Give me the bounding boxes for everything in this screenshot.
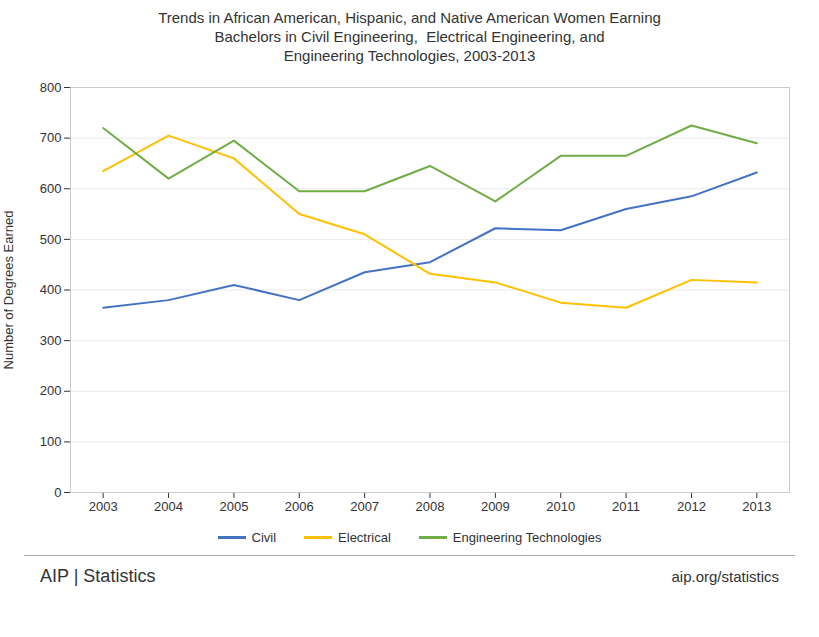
svg-text:400: 400 <box>40 282 62 297</box>
svg-text:500: 500 <box>40 232 62 247</box>
svg-text:2013: 2013 <box>742 499 771 514</box>
svg-text:2009: 2009 <box>481 499 510 514</box>
html-text:Trends in African American, Hi: Trends in African American, Hispanic, an… <box>158 9 661 64</box>
svg-text:2007: 2007 <box>350 499 379 514</box>
svg-text:600: 600 <box>40 181 62 196</box>
html-text:Engineering Technologies: Engineering Technologies <box>452 530 602 545</box>
svg-text:Number of Degrees Earned: Number of Degrees Earned <box>1 211 16 370</box>
html-text:AIP | Statistics: AIP | Statistics <box>40 566 156 586</box>
svg-text:800: 800 <box>40 80 62 95</box>
html-text:Electrical: Electrical <box>338 530 391 545</box>
svg-text:200: 200 <box>40 383 62 398</box>
svg-text:2012: 2012 <box>677 499 706 514</box>
svg-text:100: 100 <box>40 434 62 449</box>
svg-text:300: 300 <box>40 333 62 348</box>
svg-text:2005: 2005 <box>219 499 248 514</box>
svg-text:700: 700 <box>40 130 62 145</box>
svg-text:2011: 2011 <box>612 499 640 514</box>
svg-text:2008: 2008 <box>416 499 445 514</box>
svg-text:2003: 2003 <box>89 499 118 514</box>
html-text:aip.org/statistics: aip.org/statistics <box>671 568 779 585</box>
svg-text:2006: 2006 <box>285 499 314 514</box>
html-text:Civil: Civil <box>251 530 277 545</box>
svg-text:2004: 2004 <box>154 499 183 514</box>
svg-text:2010: 2010 <box>546 499 575 514</box>
svg-text:0: 0 <box>54 485 61 500</box>
